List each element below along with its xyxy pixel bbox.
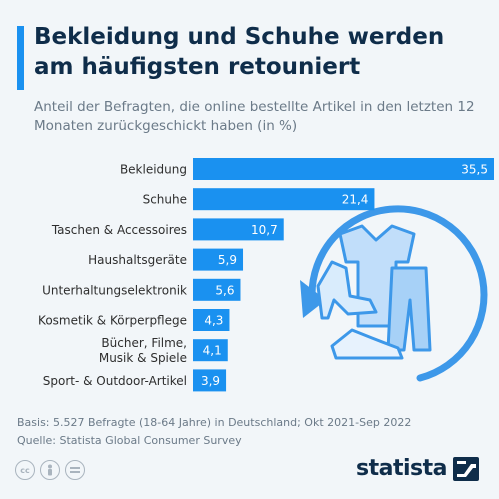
value-label-1: 35,5 [461,163,488,177]
bar-chart: 35,5 Bekleidung 21,4 Schuhe 10,7 Taschen & Ac… [38,158,494,392]
equals-icon[interactable] [65,460,85,480]
bar-6 [193,309,230,331]
cc-icon[interactable]: cc [15,460,35,480]
bar-8 [193,369,227,392]
person-icon[interactable] [40,460,60,480]
value-label-6: 4,3 [204,314,223,328]
chart-footer: Basis: 5.527 Befragte (18-64 Jahre) in D… [17,414,411,450]
bar-4 [193,248,244,271]
value-label-3: 10,7 [251,223,278,237]
category-label-7: Bücher, Filme, Musik & Spiele [99,336,187,365]
logo-wordmark: statista [356,456,447,481]
bar-5 [193,278,241,301]
value-label-8: 3,9 [201,374,220,388]
bar-7 [193,339,228,362]
value-label-5: 5,6 [215,283,234,297]
chart-title: Bekleidung und Schuhe werden am häufigst… [34,24,445,80]
bar-2 [193,188,375,211]
returns-illustration [300,205,488,382]
category-label-2: Schuhe [143,193,187,207]
footer-source: Quelle: Statista Global Consumer Survey [17,434,242,447]
category-label-1: Bekleidung [120,163,187,177]
chart-subtitle: Anteil der Befragten, die online bestell… [34,99,475,134]
statista-logo[interactable]: statista [356,456,479,481]
category-label-8: Sport- & Outdoor-Artikel [43,374,187,388]
category-label-4: Haushaltsgeräte [88,253,187,267]
category-label-5: Unterhaltungselektronik [42,283,187,297]
value-label-7: 4,1 [203,344,222,358]
category-label-6: Kosmetik & Körperpflege [38,314,187,328]
value-label-2: 21,4 [342,193,369,207]
category-label-3: Taschen & Accessoires [51,223,187,237]
bar-3 [193,218,284,241]
value-label-4: 5,9 [218,253,237,267]
bar-1 [193,158,494,180]
statista-mark-icon [452,456,479,481]
license-icons: cc [15,460,85,480]
footer-basis: Basis: 5.527 Befragte (18-64 Jahre) in D… [17,416,412,429]
title-accent-bar [17,26,24,90]
